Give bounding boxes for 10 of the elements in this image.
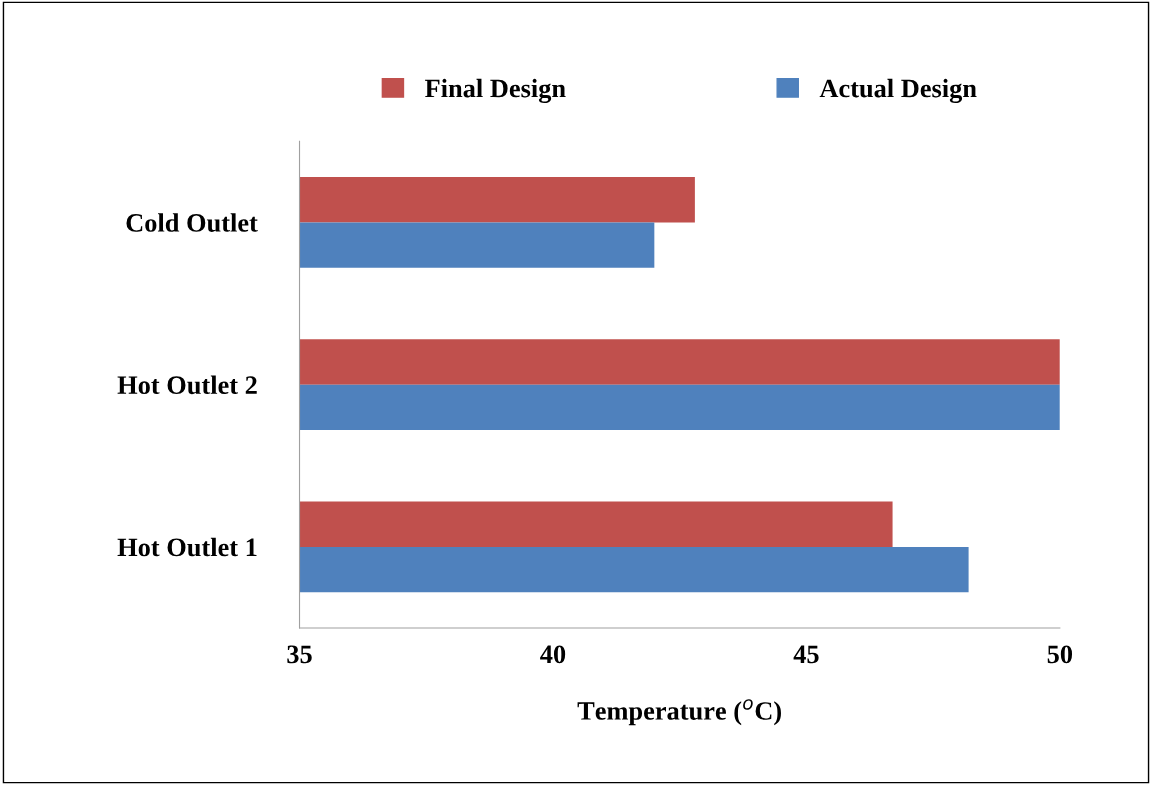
x-tick-label: 50 bbox=[1047, 645, 1073, 664]
y-tick-label: Hot Outlet 1 bbox=[117, 537, 257, 557]
x-tick-label: 45 bbox=[793, 645, 819, 664]
legend-label: Final Design bbox=[425, 78, 566, 103]
x-tick-label: 40 bbox=[540, 645, 566, 664]
legend-label: Actual Design bbox=[819, 78, 977, 103]
x-tick-label: 35 bbox=[287, 645, 312, 664]
x-axis-title: Temperature ($^{o}$C) bbox=[577, 699, 781, 726]
y-tick-label: Hot Outlet 2 bbox=[117, 375, 257, 395]
y-tick-label: Cold Outlet bbox=[126, 213, 258, 232]
